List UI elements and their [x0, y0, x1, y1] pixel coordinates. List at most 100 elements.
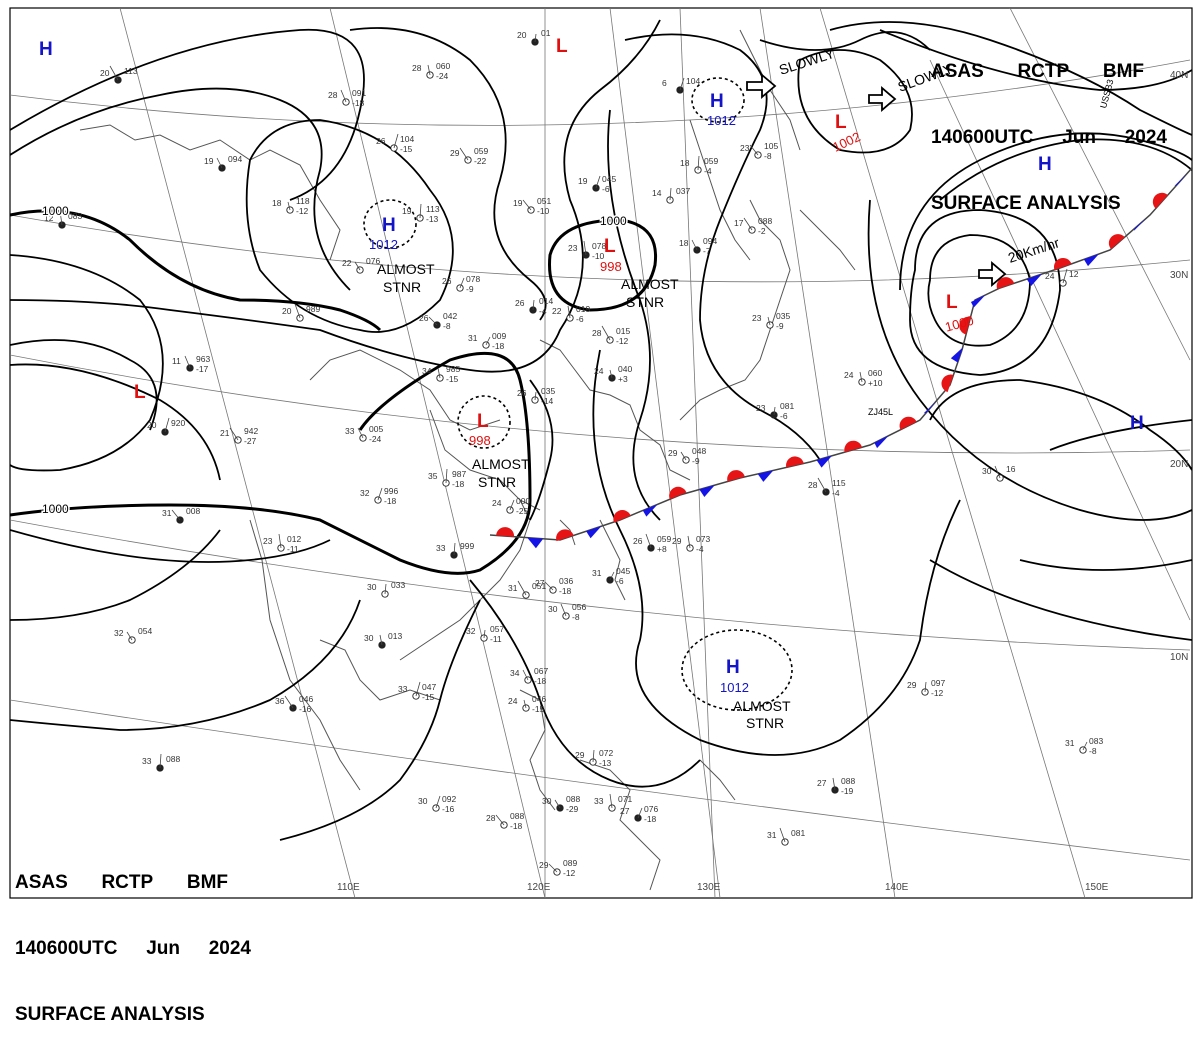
station-tendency: -19: [841, 786, 854, 796]
station-plot: 26 014-4: [515, 296, 553, 316]
station-pressure: 089: [563, 858, 577, 868]
longitude-label: 140E: [885, 882, 909, 893]
station-plot: 23 081-6: [756, 401, 794, 421]
station-temperature: 24: [1045, 271, 1055, 281]
station-temperature: 26: [419, 313, 429, 323]
station-temperature: 20: [147, 420, 157, 430]
station-temperature: 19: [402, 206, 412, 216]
cold-front-triangle: [816, 455, 832, 468]
wind-barb: [669, 187, 672, 201]
station: RCTP: [1017, 61, 1070, 82]
station-pressure: 067: [534, 666, 548, 676]
wind-barb: [384, 583, 387, 595]
station-plot: 20 01: [517, 28, 551, 46]
station-tendency: -8: [572, 612, 580, 622]
station-pressure: 012: [287, 534, 301, 544]
station-plot: 28 060-24: [412, 61, 450, 81]
station-plot: 28 091-18: [328, 88, 366, 108]
motion-arrow: [746, 73, 777, 99]
wind-barb: [687, 535, 691, 549]
station-temperature: 26: [515, 298, 525, 308]
graticule-labels: 110E 120E 130E 140E 150E 40N 30N 20N 10N: [337, 70, 1188, 893]
station-tendency: +3: [618, 374, 628, 384]
station-plot: 17 088-2: [734, 216, 772, 236]
station-tendency: -6: [616, 576, 624, 586]
station-plot: 31 051: [508, 580, 546, 599]
longitude-label: 150E: [1085, 882, 1109, 893]
station-temperature: 32: [466, 626, 476, 636]
station-plot: 20 920: [147, 417, 185, 436]
wind-barb: [679, 77, 685, 91]
wind-barb: [609, 369, 613, 379]
wind-barb: [523, 699, 527, 709]
station-tendency: -15: [532, 704, 545, 714]
high-center-label: H: [39, 39, 53, 60]
wind-barb: [379, 634, 383, 646]
station-tendency: -18: [534, 676, 547, 686]
station-temperature: 24: [594, 366, 604, 376]
station-plot: 28 015-12: [592, 325, 630, 346]
year: 2024: [208, 938, 251, 959]
wind-barb: [437, 367, 441, 379]
station-temperature: 29: [907, 680, 917, 690]
station-tendency: -16: [299, 704, 312, 714]
station-tendency: -6: [780, 411, 788, 421]
station-temperature: 27: [535, 578, 545, 588]
wind-barb: [354, 261, 361, 271]
station-pressure: 076: [644, 804, 658, 814]
station-plot: 29 048-9: [668, 446, 706, 466]
warm-front-semicircle: [613, 510, 631, 523]
low-center-label: L: [556, 36, 568, 57]
station-pressure: 105: [764, 141, 778, 151]
station-temperature: 30: [548, 604, 558, 614]
station-pressure: 088: [841, 776, 855, 786]
station-plot: 31 081: [767, 827, 805, 846]
station-plot: 30 033: [367, 580, 405, 598]
station-tendency: -11: [287, 544, 299, 554]
annotation-text: STNR: [383, 279, 421, 295]
wind-barb: [743, 217, 753, 231]
cold-front-triangle: [970, 295, 986, 308]
station-temperature: 33: [142, 756, 152, 766]
station: RCTP: [101, 872, 154, 893]
month: Jun: [1062, 127, 1096, 148]
station-temperature: 20: [100, 68, 110, 78]
header-block-top: ASAS RCTP BMF 140600UTC Jun 2024 SURFACE ANA…: [931, 17, 1167, 237]
station-plot: 30 056-8: [548, 602, 586, 622]
wind-barb: [560, 603, 567, 617]
station-plot: 14 037: [652, 186, 690, 204]
pressure-centers: H H 1012 H 1012 H 1012 H H L L 998 L 998…: [39, 36, 1144, 695]
station-plot: 26 104-15: [376, 133, 414, 154]
station-tendency: -9: [776, 321, 784, 331]
wind-barb: [59, 210, 63, 226]
station-pressure: 014: [539, 296, 553, 306]
station-plot: 30 16: [982, 464, 1016, 482]
station-plot: 23 105-8: [740, 141, 778, 161]
station-pressure: 072: [599, 748, 613, 758]
wind-barb: [184, 355, 191, 369]
wind-barb: [1082, 741, 1088, 751]
station-plot: 24 12: [1045, 268, 1079, 287]
station-temperature: 30: [418, 796, 428, 806]
station-tendency: -13: [426, 214, 439, 224]
warm-front-semicircle: [844, 440, 863, 453]
station-pressure: 097: [931, 678, 945, 688]
wind-barb: [517, 580, 527, 596]
station-tendency: -15: [400, 144, 413, 154]
station-pressure: 060: [868, 368, 882, 378]
wind-barb: [697, 155, 700, 171]
station-pressure: 118: [296, 196, 310, 206]
station-temperature: 30: [542, 796, 552, 806]
station-temperature: 34: [422, 366, 432, 376]
wind-barb: [278, 533, 282, 549]
wind-barb: [609, 571, 615, 581]
station-plot: 21 942-27: [220, 426, 258, 446]
wind-barb: [216, 157, 223, 169]
station-pressure: 092: [442, 794, 456, 804]
analysis-time: 140600UTC: [931, 127, 1034, 148]
station-temperature: 35: [428, 471, 438, 481]
warm-front-semicircle: [899, 416, 917, 430]
station-tendency: -18: [384, 496, 397, 506]
station-plot: 31 008: [162, 506, 200, 524]
